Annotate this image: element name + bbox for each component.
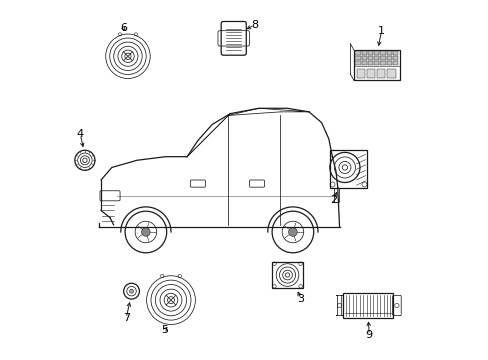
FancyBboxPatch shape [355,56,360,60]
Text: 8: 8 [250,20,258,30]
Text: 5: 5 [161,325,168,335]
FancyBboxPatch shape [392,56,397,60]
Circle shape [142,228,150,236]
FancyBboxPatch shape [373,56,379,60]
FancyBboxPatch shape [386,68,395,78]
FancyBboxPatch shape [361,61,366,65]
FancyBboxPatch shape [355,61,360,65]
Text: 4: 4 [77,129,83,139]
FancyBboxPatch shape [392,51,397,55]
Text: 1: 1 [377,26,384,36]
FancyBboxPatch shape [361,56,366,60]
FancyBboxPatch shape [366,68,374,78]
FancyBboxPatch shape [380,51,385,55]
FancyBboxPatch shape [380,61,385,65]
Text: 9: 9 [365,330,372,340]
FancyBboxPatch shape [373,61,379,65]
FancyBboxPatch shape [386,56,391,60]
FancyBboxPatch shape [386,51,391,55]
Text: 6: 6 [120,23,126,33]
FancyBboxPatch shape [355,51,360,55]
FancyBboxPatch shape [367,61,372,65]
FancyBboxPatch shape [392,61,397,65]
FancyBboxPatch shape [367,56,372,60]
FancyBboxPatch shape [373,51,379,55]
FancyBboxPatch shape [376,68,385,78]
Text: 3: 3 [297,294,304,304]
Circle shape [129,289,133,293]
Text: 2: 2 [329,195,336,205]
FancyBboxPatch shape [386,61,391,65]
FancyBboxPatch shape [367,51,372,55]
FancyBboxPatch shape [356,68,364,78]
FancyBboxPatch shape [361,51,366,55]
FancyBboxPatch shape [380,56,385,60]
Circle shape [288,228,297,236]
Text: 7: 7 [122,313,129,323]
